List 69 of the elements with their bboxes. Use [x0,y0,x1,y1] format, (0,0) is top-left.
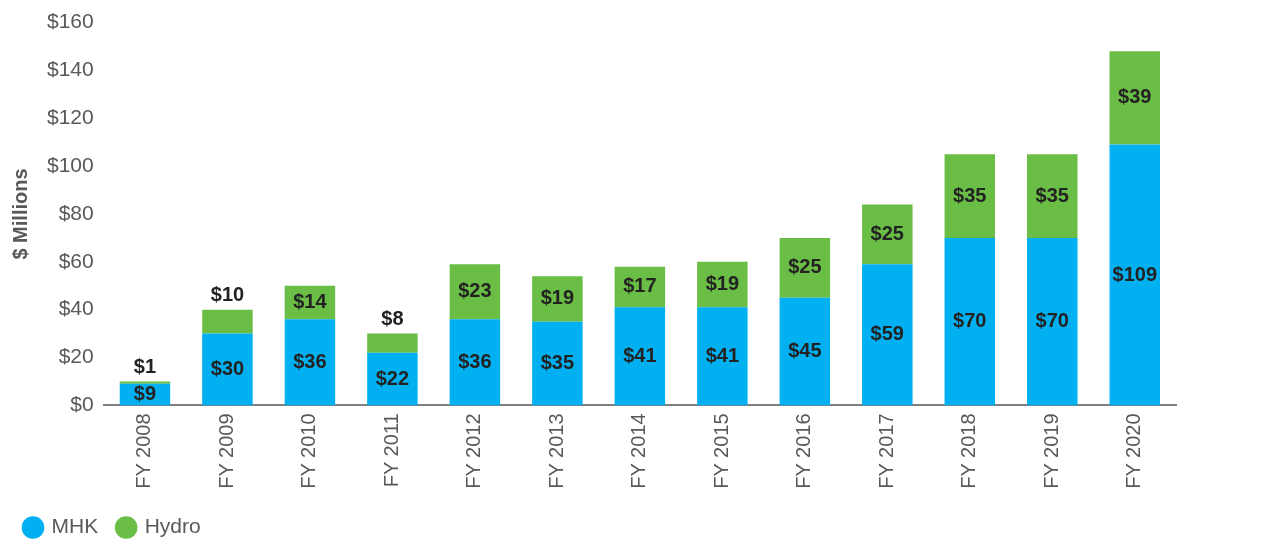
legend-label: MHK [51,514,99,538]
x-tick-label: FY 2012 [462,413,485,489]
bar [119,381,171,384]
y-tick-label: $120 [47,105,94,129]
y-axis-title: $ Millions [8,168,31,260]
bar [202,309,253,334]
bar [1109,144,1160,406]
data-label: $25 [870,221,904,244]
data-label: $59 [870,322,904,345]
bar [532,321,583,406]
data-label: $36 [293,349,327,372]
y-tick-label: $60 [58,248,94,272]
x-tick-label: FY 2011 [379,413,402,488]
data-label: $70 [1035,309,1069,332]
data-label: $14 [293,290,328,313]
bar [1027,154,1078,238]
data-label: $9 [133,382,157,405]
data-label: $45 [788,339,822,362]
bar [367,333,418,353]
bar [614,307,666,406]
legend-label: Hydro [144,514,201,538]
data-label: $22 [375,366,410,389]
bar [862,264,913,406]
data-label: $36 [458,349,492,372]
bar [1109,51,1160,145]
data-label: $8 [381,307,404,330]
data-label: $10 [210,283,245,306]
data-label: $1 [133,354,157,377]
data-label: $30 [210,357,245,380]
bar [779,297,831,406]
bar [284,319,336,406]
bar [202,333,253,406]
y-tick-label: $140 [47,57,94,81]
y-tick-label: $100 [47,152,94,176]
x-tick-label: FY 2017 [874,413,897,489]
data-label: $25 [788,255,822,278]
x-tick-label: FY 2008 [132,413,155,489]
data-label: $35 [953,183,987,206]
data-label: $109 [1112,262,1158,285]
bar [1027,237,1078,406]
data-label: $41 [623,343,657,366]
data-label: $35 [540,351,575,374]
y-tick-label: $80 [58,200,94,224]
data-label: $35 [1035,183,1069,206]
bar [449,319,501,406]
x-tick-label: FY 2016 [792,413,815,489]
x-tick-label: FY 2010 [297,413,320,489]
bar [944,237,996,406]
data-label: $19 [540,286,575,309]
data-label: $19 [705,272,740,295]
y-tick-label: $160 [47,9,94,33]
x-tick-label: FY 2014 [627,413,650,489]
y-tick-label: $20 [58,344,94,368]
bar [944,154,996,238]
x-tick-label: FY 2015 [709,413,732,489]
bar [862,204,913,265]
x-tick-label: FY 2013 [544,413,567,489]
x-tick-label: FY 2020 [1122,413,1145,489]
x-tick-label: FY 2019 [1039,413,1062,489]
data-label: $17 [623,274,657,297]
x-tick-label: FY 2009 [214,413,237,489]
data-label: $39 [1118,85,1152,108]
data-label: $23 [458,279,492,302]
y-tick-label: $0 [70,392,94,416]
data-label: $70 [953,309,987,332]
y-tick-label: $40 [58,296,94,320]
bar [697,307,748,406]
data-label: $41 [705,343,740,366]
x-tick-label: FY 2018 [957,413,980,489]
